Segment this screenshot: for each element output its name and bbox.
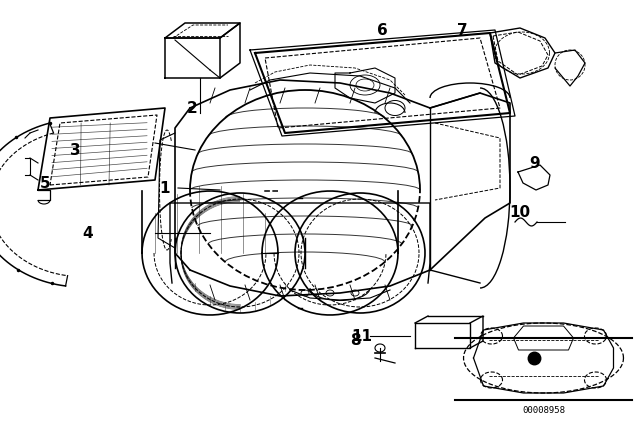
Text: 5: 5	[40, 176, 51, 190]
Text: 4: 4	[83, 225, 93, 241]
Text: 6: 6	[376, 22, 387, 38]
Text: 7: 7	[457, 22, 467, 38]
Text: 8: 8	[349, 332, 360, 348]
Text: 11: 11	[351, 328, 372, 344]
Text: 10: 10	[509, 204, 531, 220]
Text: 2: 2	[187, 100, 197, 116]
Text: 3: 3	[70, 142, 80, 158]
Text: 1: 1	[160, 181, 170, 195]
Text: 9: 9	[530, 155, 540, 171]
Text: 00008958: 00008958	[522, 406, 565, 415]
